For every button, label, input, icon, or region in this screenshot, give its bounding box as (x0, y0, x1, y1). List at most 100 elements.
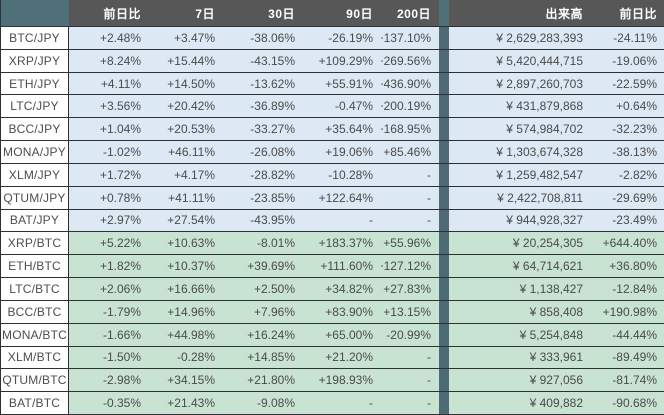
change-90d-cell: +19.06% (303, 140, 381, 163)
pair-cell[interactable]: MONA/BTC (1, 322, 69, 346)
volume-cell: ¥ 1,138,427 (449, 277, 591, 300)
volume-change-cell: -2.82% (591, 162, 664, 186)
group-separator (439, 322, 449, 346)
change-90d-cell: +34.82% (303, 277, 381, 300)
group-separator (439, 162, 449, 186)
change-200d-cell: +269.56% (381, 48, 439, 72)
pair-cell[interactable]: BCC/JPY (1, 117, 69, 141)
change-1d-cell: -1.50% (69, 345, 149, 369)
pair-cell[interactable]: XRP/JPY (1, 48, 69, 72)
col-header-change-1d[interactable]: 前日比 (69, 0, 149, 26)
pair-cell[interactable]: BCC/BTC (1, 299, 69, 323)
volume-change-cell: +36.80% (591, 254, 664, 278)
change-30d-cell: +2.50% (223, 277, 303, 300)
change-7d-cell: +27.54% (149, 208, 223, 232)
change-1d-cell: +3.56% (69, 94, 149, 118)
pair-cell[interactable]: BAT/BTC (1, 391, 69, 414)
change-90d-cell: - (303, 208, 381, 232)
change-7d-cell: +16.66% (149, 277, 223, 300)
change-30d-cell: -26.08% (223, 140, 303, 163)
volume-cell: ¥ 2,629,283,393 (449, 26, 591, 49)
volume-change-cell: -29.69% (591, 185, 664, 209)
change-30d-cell: -23.85% (223, 185, 303, 209)
change-200d-cell: +436.90% (381, 71, 439, 95)
volume-cell: ¥ 2,422,708,811 (449, 185, 591, 209)
change-1d-cell: +1.04% (69, 117, 149, 141)
change-200d-cell: +85.46% (381, 140, 439, 163)
pair-cell[interactable]: ETH/BTC (1, 254, 69, 278)
change-30d-cell: -8.01% (223, 231, 303, 255)
change-200d-cell: - (381, 391, 439, 414)
volume-cell: ¥ 20,254,305 (449, 231, 591, 255)
group-separator (439, 231, 449, 255)
change-200d-cell: +137.10% (381, 26, 439, 49)
volume-change-cell: -89.49% (591, 345, 664, 369)
group-separator (439, 48, 449, 72)
volume-change-cell: -23.49% (591, 208, 664, 232)
pair-cell[interactable]: XLM/JPY (1, 162, 69, 186)
pair-cell[interactable]: QTUM/JPY (1, 185, 69, 209)
pair-cell[interactable]: LTC/JPY (1, 94, 69, 118)
change-90d-cell: -0.47% (303, 94, 381, 118)
change-90d-cell: +122.64% (303, 185, 381, 209)
volume-change-cell: +644.40% (591, 231, 664, 255)
pair-cell[interactable]: BAT/JPY (1, 208, 69, 232)
pair-cell[interactable]: XLM/BTC (1, 345, 69, 369)
change-90d-cell: - (303, 391, 381, 414)
change-7d-cell: +20.53% (149, 117, 223, 141)
change-90d-cell: +21.20% (303, 345, 381, 369)
volume-change-cell: -22.59% (591, 71, 664, 95)
change-200d-cell: - (381, 368, 439, 392)
col-header-30d[interactable]: 30日 (223, 0, 303, 26)
volume-cell: ¥ 64,714,621 (449, 254, 591, 278)
col-header-200d[interactable]: 200日 (381, 0, 439, 26)
change-30d-cell: -43.15% (223, 48, 303, 72)
change-200d-cell: - (381, 185, 439, 209)
pair-cell[interactable]: LTC/BTC (1, 277, 69, 300)
group-separator (439, 299, 449, 323)
volume-cell: ¥ 858,408 (449, 299, 591, 323)
volume-cell: ¥ 5,254,848 (449, 322, 591, 346)
col-header-7d[interactable]: 7日 (149, 0, 223, 26)
header-group-separator (439, 0, 449, 26)
col-header-volume-change[interactable]: 前日比 (591, 0, 664, 26)
pair-cell[interactable]: BTC/JPY (1, 26, 69, 49)
volume-change-cell: -32.23% (591, 117, 664, 141)
change-200d-cell: - (381, 345, 439, 369)
change-30d-cell: -9.08% (223, 391, 303, 414)
group-separator (439, 254, 449, 278)
group-separator (439, 391, 449, 414)
volume-cell: ¥ 944,928,327 (449, 208, 591, 232)
change-1d-cell: +2.48% (69, 26, 149, 49)
change-1d-cell: +1.82% (69, 254, 149, 278)
change-30d-cell: +14.85% (223, 345, 303, 369)
pair-cell[interactable]: XRP/BTC (1, 231, 69, 255)
volume-cell: ¥ 1,303,674,328 (449, 140, 591, 163)
change-30d-cell: +16.24% (223, 322, 303, 346)
change-30d-cell: -36.89% (223, 94, 303, 118)
change-30d-cell: -28.82% (223, 162, 303, 186)
pair-cell[interactable]: MONA/JPY (1, 140, 69, 163)
change-7d-cell: +4.17% (149, 162, 223, 186)
change-1d-cell: -1.02% (69, 140, 149, 163)
pair-cell[interactable]: QTUM/BTC (1, 368, 69, 392)
volume-cell: ¥ 431,879,868 (449, 94, 591, 118)
col-header-volume[interactable]: 出来高 (449, 0, 591, 26)
change-200d-cell: - (381, 208, 439, 232)
change-7d-cell: +10.63% (149, 231, 223, 255)
col-header-90d[interactable]: 90日 (303, 0, 381, 26)
group-separator (439, 71, 449, 95)
change-30d-cell: -38.06% (223, 26, 303, 49)
table-corner (1, 0, 69, 26)
change-1d-cell: -2.98% (69, 368, 149, 392)
volume-cell: ¥ 2,897,260,703 (449, 71, 591, 95)
group-separator (439, 94, 449, 118)
volume-change-cell: -19.06% (591, 48, 664, 72)
volume-cell: ¥ 927,056 (449, 368, 591, 392)
change-7d-cell: +20.42% (149, 94, 223, 118)
pair-cell[interactable]: ETH/JPY (1, 71, 69, 95)
change-7d-cell: -0.28% (149, 345, 223, 369)
change-7d-cell: +14.96% (149, 299, 223, 323)
